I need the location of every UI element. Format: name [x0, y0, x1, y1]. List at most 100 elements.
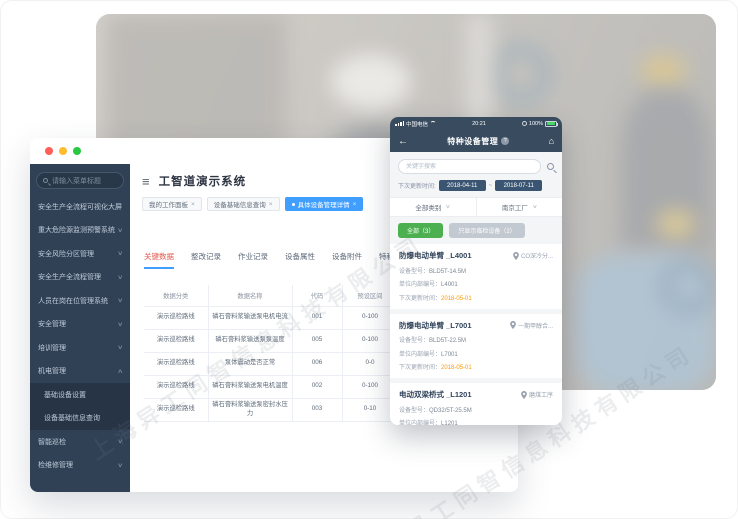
map-pin-icon	[513, 251, 519, 260]
tab-equipment-detail-active[interactable]: 具体设备管理详情 ×	[284, 197, 364, 211]
cell: 演示巡检路线	[144, 352, 209, 376]
hamburger-menu-icon[interactable]: ≡	[142, 173, 150, 189]
next-update-value: 2018-05-01	[441, 365, 472, 371]
tilde-separator: ~	[488, 182, 493, 189]
close-icon[interactable]: ×	[191, 200, 195, 208]
tab-equipment-attributes[interactable]: 设备属性	[285, 252, 315, 261]
close-icon[interactable]: ×	[352, 200, 357, 208]
carrier-label: 中国电信	[406, 121, 429, 128]
tab-key-data[interactable]: 关键数据	[144, 251, 174, 269]
chevron-down-icon: ∨	[116, 251, 123, 258]
sidebar-item-safety-process[interactable]: 安全生产全流程管理 ∨	[30, 266, 130, 290]
cell: 演示巡检路线	[144, 375, 209, 399]
cell: 磷石膏料浆输送泵泵温度	[208, 329, 293, 353]
sidebar-item-label: 人员在岗在位管理系统	[38, 297, 108, 305]
only-inspection-filter-pill[interactable]: 只显示临检设备（2）	[449, 223, 525, 238]
equipment-title: 电动双梁桥式 _L1201	[399, 390, 472, 399]
close-icon[interactable]: ×	[268, 200, 273, 208]
chevron-down-icon: ∨	[116, 345, 123, 352]
equipment-title: 防爆电动单臂 _L7001	[399, 320, 472, 330]
tab-work-records[interactable]: 作业记录	[238, 252, 268, 261]
battery-icon	[544, 120, 558, 127]
equipment-card[interactable]: 防爆电动单臂 _L4001 CO深冷分... 设备型号：BLD5T-14.5M …	[390, 244, 562, 309]
cell: 演示巡检路线	[144, 329, 209, 353]
tab-label: 设备基础信息查询	[213, 202, 266, 209]
sidebar-item-label: 安全生产全流程管理	[38, 274, 101, 282]
model-label: 设备型号：	[399, 338, 430, 344]
tab-equipment-info-query[interactable]: 设备基础信息查询 ×	[206, 197, 280, 211]
chevron-down-icon: ∨	[116, 439, 123, 446]
map-pin-icon	[510, 321, 516, 329]
sidebar-item-training-mgmt[interactable]: 培训管理 ∨	[30, 336, 130, 360]
photo-valve-wheel2	[661, 259, 716, 314]
col-data-category: 数据分类	[144, 285, 209, 307]
page-title: 工智道演示系统	[158, 176, 247, 188]
category-select-value: 全部类别	[415, 205, 442, 212]
sidebar-item-label: 检维修管理	[38, 462, 73, 470]
model-value: BLD5T-14.5M	[429, 268, 467, 275]
app-header: ≡ 工智道演示系统	[130, 164, 518, 189]
category-select[interactable]: 全部类别 ∨	[390, 198, 477, 216]
sidebar-item-label: 智能巡检	[38, 438, 66, 446]
minimize-window-icon[interactable]	[59, 147, 67, 155]
date-from-button[interactable]: 2018-04-11	[438, 180, 486, 191]
phone-nav-bar: ← 特种设备管理 ? ⌂	[390, 130, 562, 152]
help-badge-icon[interactable]: ?	[501, 137, 510, 145]
sidebar-menu-search[interactable]: 请输入菜单标题	[36, 172, 124, 189]
home-icon[interactable]: ⌂	[548, 136, 554, 146]
sidebar-item-equipment-info-query[interactable]: 设备基础信息查询	[30, 407, 130, 431]
sidebar: 请输入菜单标题 安全生产全流程可视化大屏 重大危险源监测预警系统 ∨ 安全风险分…	[30, 164, 130, 492]
chevron-down-icon: ∨	[116, 298, 123, 305]
search-icon	[43, 178, 48, 183]
keyword-search-input[interactable]	[398, 159, 541, 174]
search-icon[interactable]	[547, 163, 554, 170]
sidebar-item-label: 培训管理	[38, 344, 66, 352]
maximize-window-icon[interactable]	[73, 147, 81, 155]
close-window-icon[interactable]	[45, 147, 53, 155]
sidebar-item-risk-zoning[interactable]: 安全风险分区管理 ∨	[30, 242, 130, 266]
photo-worker-helmet	[331, 54, 411, 109]
sidebar-search-placeholder: 请输入菜单标题	[52, 177, 101, 185]
date-to-button[interactable]: 2018-07-11	[495, 180, 543, 191]
open-tabs-bar: 我的工作面板 × 设备基础信息查询 × 具体设备管理详情 ×	[142, 197, 518, 211]
sidebar-item-personnel-onduty[interactable]: 人员在岗在位管理系统 ∨	[30, 289, 130, 313]
factory-select[interactable]: 南京工厂 ∨	[477, 198, 563, 216]
photo-worker2-helmet	[641, 54, 686, 89]
tab-my-workboard[interactable]: 我的工作面板 ×	[142, 197, 202, 211]
chevron-down-icon: ∨	[116, 227, 123, 234]
cell: 磷石膏料浆输送泵电机温度	[208, 375, 293, 399]
table-row[interactable]: 演示巡检路线 磷石膏料浆输送泵泵温度 005 0-100 0-65	[144, 329, 460, 353]
sidebar-item-label: 重大危险源监测预警系统	[38, 227, 115, 235]
equipment-card[interactable]: 电动双梁桥式 _L1201 磨煤工序 设备型号：QD32/5T-25.5M 单位…	[390, 383, 562, 425]
back-arrow-icon[interactable]: ←	[398, 135, 408, 147]
tab-rectification-records[interactable]: 整改记录	[191, 252, 221, 261]
equipment-card[interactable]: 防爆电动单臂 _L7001 一期甲醇合... 设备型号：BLD5T-22.5M …	[390, 313, 562, 378]
equipment-location: 一期甲醇合...	[517, 323, 553, 330]
chevron-down-icon: ∨	[531, 204, 538, 210]
sidebar-item-safety-mgmt[interactable]: 安全管理 ∨	[30, 313, 130, 337]
key-data-table: 数据分类 数据名称 代码 预设区间 数据控制限 演示巡检路线 磷石膏料浆输送泵电…	[144, 285, 460, 422]
col-code: 代码	[292, 285, 343, 307]
sidebar-item-label: 设备基础信息查询	[44, 415, 100, 423]
tab-equipment-attachments[interactable]: 设备附件	[332, 252, 362, 261]
sidebar-item-smart-inspection[interactable]: 智能巡检 ∨	[30, 430, 130, 454]
all-filter-pill[interactable]: 全部（3）	[398, 223, 444, 238]
cell: 002	[292, 375, 343, 399]
chevron-down-icon: ∨	[116, 321, 123, 328]
sidebar-item-visual-dashboard[interactable]: 安全生产全流程可视化大屏	[30, 195, 130, 219]
model-value: BLD5T-22.5M	[429, 338, 467, 344]
sidebar-item-basic-equipment-setup[interactable]: 基础设备设置	[30, 383, 130, 407]
tab-label: 我的工作面板	[149, 202, 188, 209]
sidebar-item-mech-elec-mgmt[interactable]: 机电管理 ∧	[30, 360, 130, 384]
clock-label: 20:21	[472, 120, 486, 127]
internal-code-label: 单位内部编号：	[399, 282, 442, 288]
internal-code-value: L7001	[441, 351, 458, 358]
cell: 泵体震动是否正常	[208, 352, 293, 376]
active-tab-dot-icon	[291, 202, 295, 206]
cell: 003	[292, 398, 343, 422]
sidebar-item-label: 安全风险分区管理	[38, 250, 94, 258]
sidebar-item-label: 机电管理	[38, 368, 66, 376]
sidebar-item-hazard-monitoring[interactable]: 重大危险源监测预警系统 ∨	[30, 219, 130, 243]
sidebar-item-maintenance-mgmt[interactable]: 检维修管理 ∨	[30, 454, 130, 478]
tab-label: 具体设备管理详情	[297, 202, 350, 209]
